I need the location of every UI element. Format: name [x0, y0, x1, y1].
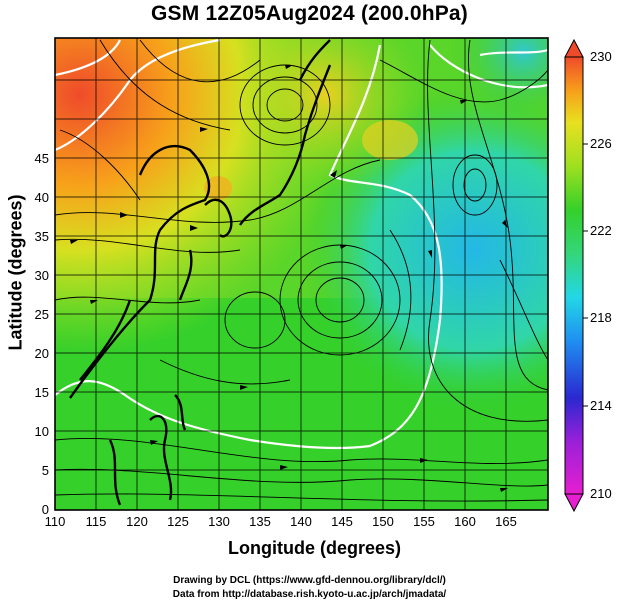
wind-streamlines [55, 39, 548, 502]
y-tick-20: 20 [35, 346, 49, 361]
y-tick-15: 15 [35, 385, 49, 400]
y-tick-5: 5 [42, 463, 49, 478]
y-tick-30: 30 [35, 268, 49, 283]
x-tick-labels: 110 115 120 125 130 135 140 145 150 155 … [45, 514, 517, 529]
credit-dcl: Drawing by DCL (https://www.gfd-dennou.o… [173, 575, 446, 586]
x-tick-120: 120 [126, 514, 148, 529]
x-tick-155: 155 [413, 514, 435, 529]
y-tick-labels: 0 5 10 15 20 25 30 35 40 45 [35, 151, 49, 517]
map-title: GSM 12Z05Aug2024 (200.0hPa) [150, 2, 469, 25]
lat-lon-grid [55, 38, 548, 510]
colorbar-scale [564, 56, 584, 495]
colorbar-tick-210: 210 [590, 486, 612, 501]
x-tick-130: 130 [208, 514, 230, 529]
credit-data-source: Data from http://database.rish.kyoto-u.a… [172, 589, 447, 600]
y-tick-45: 45 [35, 151, 49, 166]
x-axis-label: Longitude (degrees) [227, 538, 401, 558]
x-tick-110: 110 [45, 514, 66, 529]
x-tick-135: 135 [249, 514, 271, 529]
plot-frame [54, 37, 549, 511]
y-tick-35: 35 [35, 229, 49, 244]
colorbar-upper-arrow [564, 38, 584, 58]
y-tick-25: 25 [35, 307, 49, 322]
y-tick-40: 40 [35, 190, 49, 205]
colorbar-tick-214: 214 [590, 398, 612, 413]
colorbar-tick-218: 218 [590, 310, 612, 325]
colorbar-tick-222: 222 [590, 223, 612, 238]
x-tick-150: 150 [372, 514, 394, 529]
colorbar-tick-230: 230 [590, 49, 612, 64]
x-tick-125: 125 [167, 514, 189, 529]
x-tick-145: 145 [331, 514, 353, 529]
wind-arrowheads [70, 65, 508, 492]
x-tick-115: 115 [86, 514, 107, 529]
y-tick-10: 10 [35, 424, 49, 439]
coastlines [69, 39, 332, 506]
colorbar: 230 226 222 218 214 210 [564, 38, 612, 513]
colorbar-tick-226: 226 [590, 136, 612, 151]
x-tick-160: 160 [454, 514, 476, 529]
y-tick-0: 0 [42, 502, 49, 517]
x-tick-165: 165 [495, 514, 517, 529]
colorbar-lower-arrow [564, 493, 584, 513]
x-tick-140: 140 [290, 514, 312, 529]
